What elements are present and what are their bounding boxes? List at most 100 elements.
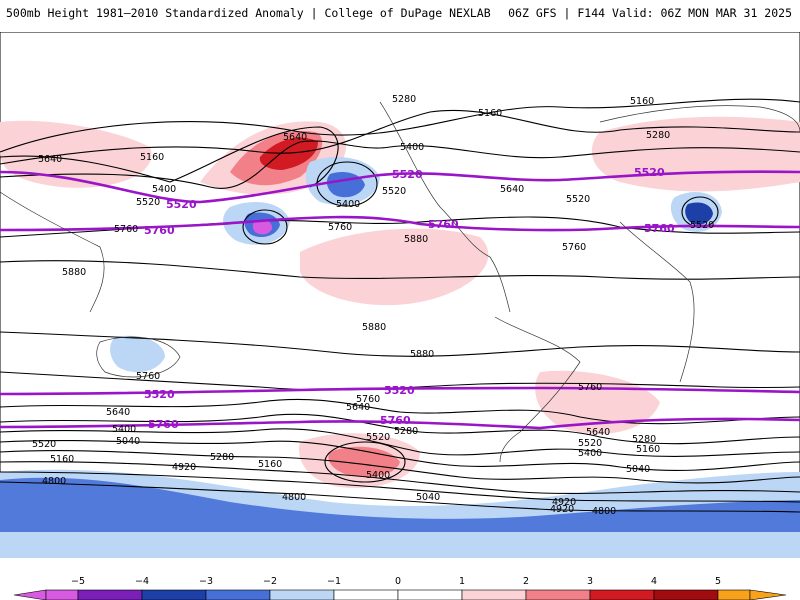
label-5280: 5280 <box>646 130 670 141</box>
label-5760: 5760 <box>136 371 160 382</box>
label-5160: 5160 <box>478 108 502 119</box>
label-5520: 5520 <box>566 194 590 205</box>
map-title: 500mb Height 1981–2010 Standardized Anom… <box>6 6 491 20</box>
label-5880: 5880 <box>362 322 386 333</box>
label-5400: 5400 <box>152 184 176 195</box>
colorbar-seg-pos5 <box>717 589 751 600</box>
anomaly-map: 5280 5160 5640 5160 5400 5520 5760 5880 … <box>0 32 800 558</box>
label-5400: 5400 <box>112 424 136 435</box>
contour-5880-south <box>0 331 800 357</box>
purple-5520-north <box>0 170 800 204</box>
contour-4800-south <box>0 481 800 513</box>
label-5760: 5760 <box>114 224 138 235</box>
label-5160: 5160 <box>50 454 74 465</box>
label-4920: 4920 <box>172 462 196 473</box>
colorbar-tick: 2 <box>523 576 529 587</box>
label-5640: 5640 <box>586 427 610 438</box>
colorbar-tick: 0 <box>395 576 401 587</box>
contour-5400-north <box>0 140 800 189</box>
purple-label-5520: 5760 <box>148 418 179 431</box>
contour-closed-low-pacific <box>242 209 288 245</box>
contour-5880-north <box>0 260 800 280</box>
purple-label-5760: 5760 <box>144 224 175 237</box>
label-5880: 5880 <box>62 267 86 278</box>
neg2-anomaly-antarctic <box>0 477 800 532</box>
label-5040: 5040 <box>116 436 140 447</box>
purple-label-5520: 5760 <box>380 414 411 427</box>
label-5760: 5760 <box>562 242 586 253</box>
pos-anomaly-atlantic <box>300 228 489 306</box>
purple-label-5520: 5520 <box>392 168 423 181</box>
label-5400: 5400 <box>336 199 360 210</box>
colorbar-tick: −3 <box>199 576 213 587</box>
label-5760: 5760 <box>578 382 602 393</box>
contour-5640-south <box>0 398 800 425</box>
colorbar-arrow-left <box>13 589 47 600</box>
coast-africa <box>619 221 695 383</box>
label-4920: 4920 <box>550 504 574 515</box>
colorbar-tick-labels: −5 −4 −3 −2 −1 0 1 2 3 4 5 <box>71 576 721 587</box>
colorbar-seg-pos2 <box>525 589 591 600</box>
model-run-info: 06Z GFS | F144 Valid: 06Z MON MAR 31 202… <box>508 6 792 20</box>
label-5640: 5640 <box>38 154 62 165</box>
contour-5520-south <box>0 413 800 445</box>
label-5520: 5520 <box>366 432 390 443</box>
label-5280: 5280 <box>210 452 234 463</box>
colorbar-tick: 5 <box>715 576 721 587</box>
purple-label-5520: 5520 <box>634 166 665 179</box>
pos-anomaly-westpac <box>0 120 152 188</box>
coast-australia <box>96 336 181 378</box>
colorbar-seg-zero-neg <box>333 589 399 600</box>
pos-anomaly-southatl <box>535 370 660 434</box>
label-5520: 5520 <box>382 186 406 197</box>
purple-5760-south <box>0 386 800 396</box>
neg5-anomaly-pacific-low <box>252 219 273 235</box>
colorbar-tick: 4 <box>651 576 657 587</box>
label-5400: 5400 <box>400 142 424 153</box>
contour-5760-south <box>0 371 800 391</box>
coast-asia-east <box>0 191 105 313</box>
label-4800: 4800 <box>282 492 306 503</box>
label-5520: 5520 <box>578 438 602 449</box>
colorbar-seg-neg4 <box>77 589 143 600</box>
neg-anomaly-australia <box>110 335 165 373</box>
purple-label-5760: 5760 <box>428 218 459 231</box>
contour-5400-south <box>0 428 800 457</box>
coast-eurasia <box>599 105 800 133</box>
purple-contours <box>0 170 800 430</box>
label-5280: 5280 <box>394 426 418 437</box>
colorbar-seg-neg5 <box>45 589 79 600</box>
label-5160: 5160 <box>258 459 282 470</box>
purple-5760-north <box>0 215 800 232</box>
pos3-anomaly-pacific-north <box>259 137 318 170</box>
colorbar: −5 −4 −3 −2 −1 0 1 2 3 4 5 <box>13 576 787 600</box>
colorbar-tick: −2 <box>263 576 277 587</box>
colorbar-tick: −4 <box>135 576 149 587</box>
label-5760: 5760 <box>356 394 380 405</box>
neg3-anomaly-africa <box>685 202 713 225</box>
label-5280: 5280 <box>632 434 656 445</box>
label-5400: 5400 <box>578 448 602 459</box>
label-5520: 5520 <box>136 197 160 208</box>
colorbar-seg-zero-pos <box>397 589 463 600</box>
colorbar-seg-pos1 <box>461 589 527 600</box>
colorbar-arrow-right <box>749 589 787 600</box>
purple-label-5760: 5760 <box>644 222 675 235</box>
label-5280: 5280 <box>392 94 416 105</box>
colorbar-seg-pos3 <box>589 589 655 600</box>
colorbar-tick: −5 <box>71 576 85 587</box>
contour-5280-north <box>0 109 800 165</box>
label-5400: 5400 <box>366 470 390 481</box>
neg-anomaly-antarctic <box>0 469 800 558</box>
colorbar-segments <box>13 589 787 600</box>
label-5040: 5040 <box>416 492 440 503</box>
colorbar-seg-neg3 <box>141 589 207 600</box>
contour-5160-north <box>0 98 800 153</box>
purple-5520-south <box>0 417 800 430</box>
label-5880: 5880 <box>404 234 428 245</box>
label-5640: 5640 <box>500 184 524 195</box>
label-5760: 5760 <box>328 222 352 233</box>
label-4800: 4800 <box>42 476 66 487</box>
pos-anomaly-europe <box>591 116 800 192</box>
label-5520: 5520 <box>690 220 714 231</box>
